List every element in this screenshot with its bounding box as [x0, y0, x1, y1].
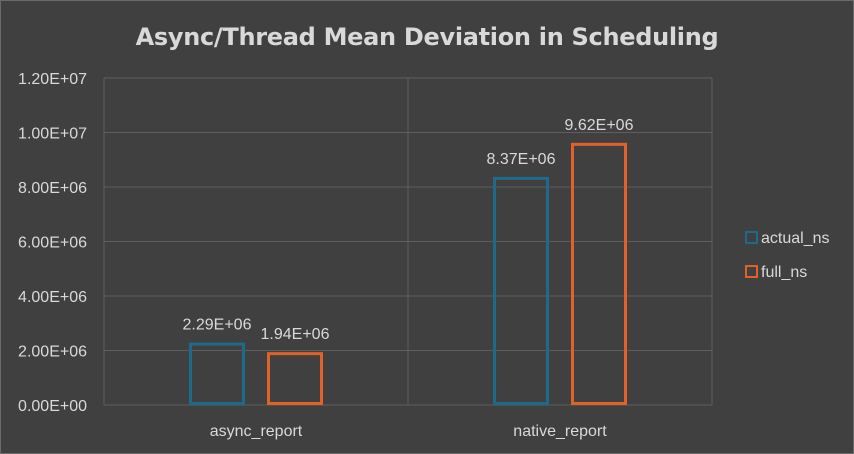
data-label: 8.37E+06 — [487, 151, 556, 168]
x-axis-labels: async_report native_report — [210, 423, 608, 440]
bars — [189, 142, 627, 406]
data-label: 2.29E+06 — [183, 317, 252, 334]
legend: actual_ns full_ns — [745, 230, 830, 281]
x-tick-label: native_report — [513, 423, 607, 440]
legend-swatch-full_ns — [745, 265, 758, 278]
y-axis-labels: 0.00E+00 2.00E+06 4.00E+06 6.00E+06 8.00E+06… — [18, 71, 87, 415]
y-tick-label: 0.00E+00 — [18, 398, 87, 415]
bar-actual_ns-native_report — [493, 176, 549, 405]
x-tick-label: async_report — [210, 423, 303, 440]
chart-title: Async/Thread Mean Deviation in Schedulin… — [135, 23, 719, 51]
y-tick-label: 1.20E+07 — [18, 71, 87, 88]
y-tick-label: 6.00E+06 — [18, 235, 87, 252]
data-labels: 2.29E+06 1.94E+06 8.37E+06 9.62E+06 — [183, 117, 634, 343]
legend-label: full_ns — [761, 264, 807, 281]
legend-swatch-actual_ns — [745, 231, 758, 244]
legend-label: actual_ns — [761, 230, 830, 247]
y-tick-label: 2.00E+06 — [18, 344, 87, 361]
data-label: 1.94E+06 — [261, 326, 330, 343]
gridlines — [103, 77, 713, 406]
bar-full_ns-async_report — [267, 352, 323, 406]
bar-actual_ns-async_report — [189, 342, 245, 406]
y-tick-label: 1.00E+07 — [18, 126, 87, 143]
y-tick-label: 8.00E+06 — [18, 180, 87, 197]
bar-full_ns-native_report — [571, 142, 627, 405]
data-label: 9.62E+06 — [565, 117, 634, 134]
y-tick-label: 4.00E+06 — [18, 289, 87, 306]
